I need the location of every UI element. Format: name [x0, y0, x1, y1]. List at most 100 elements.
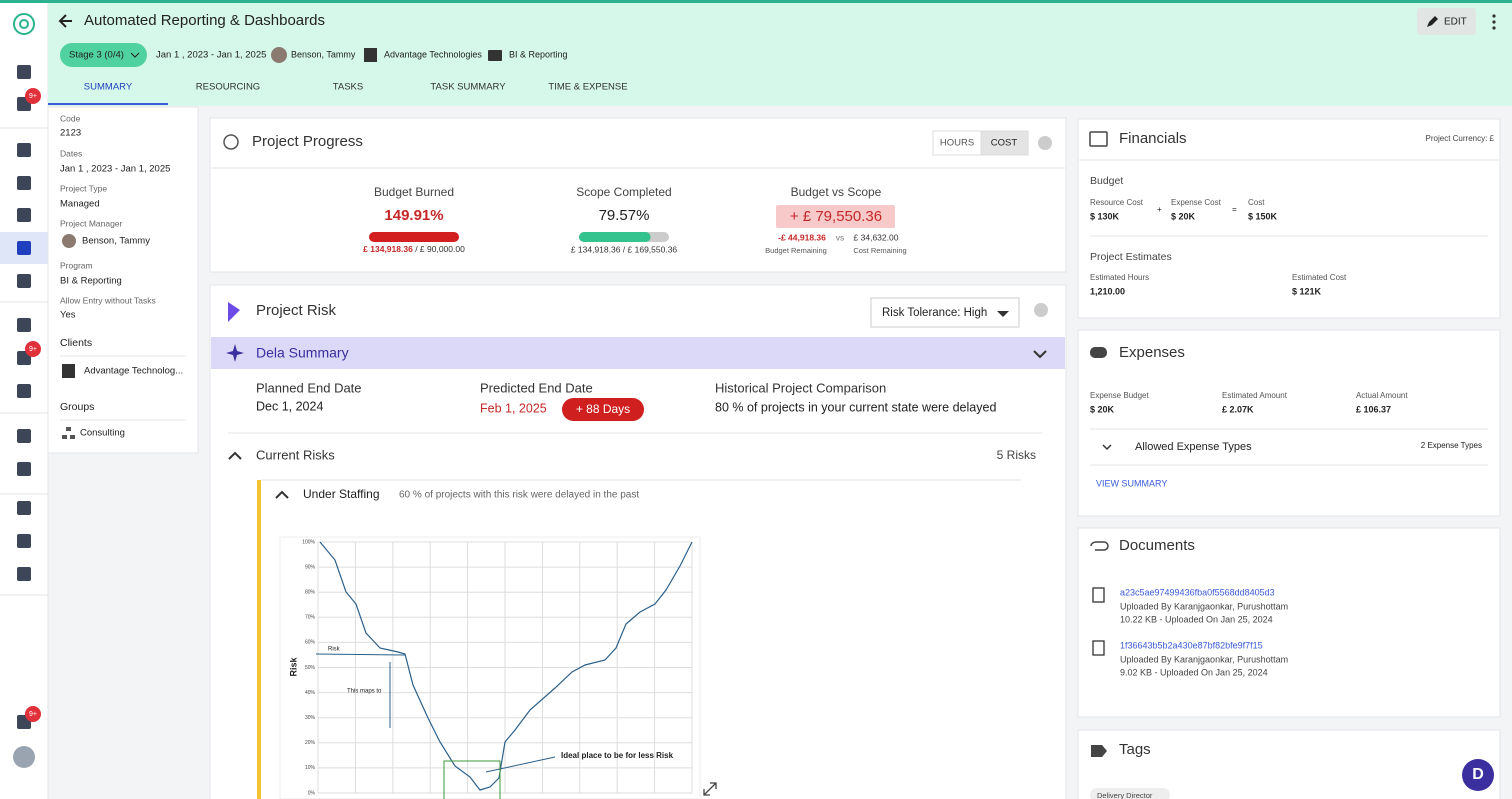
document-link[interactable]: a23c5ae97499436fba0f5568dd8405d3	[1120, 587, 1275, 597]
tags-icon	[1091, 745, 1107, 757]
dela-band[interactable]	[211, 337, 1065, 369]
toggle-cost[interactable]	[980, 130, 1029, 156]
dela-title: Dela Summary	[256, 345, 349, 361]
help-icon[interactable]	[1034, 303, 1048, 317]
detail-label: Dates	[60, 148, 82, 158]
label: Estimated Hours	[1090, 273, 1149, 282]
current-chevron[interactable]	[228, 451, 242, 460]
view-summary[interactable]: VIEW SUMMARY	[1096, 478, 1167, 488]
document-meta: 10.22 KB - Uploaded On Jan 25, 2024	[1120, 614, 1273, 624]
illustration-tick: 40%	[305, 690, 316, 696]
operator: =	[1232, 205, 1237, 214]
item-chevron[interactable]	[275, 490, 289, 499]
nav-icon[interactable]	[17, 384, 31, 398]
file-icon	[1092, 640, 1105, 656]
nav-icons	[0, 65, 48, 729]
edit-label: EDIT	[1444, 17, 1467, 28]
predicted: Feb 1, 2025	[480, 401, 547, 415]
tab[interactable]: TASK SUMMARY	[430, 82, 506, 93]
document-uploader: Uploaded By Karanjgaonkar, Purushottam	[1120, 601, 1288, 611]
progress-icon	[223, 134, 239, 150]
tab[interactable]: TIME & EXPENSE	[548, 82, 627, 93]
illustration-tick: 10%	[305, 765, 316, 771]
metric-detail: £ 134,918.36 / £ 169,550.36	[571, 244, 678, 254]
nav-icon[interactable]	[17, 176, 31, 190]
types-chevron[interactable]	[1102, 444, 1112, 451]
metric-label: Scope Completed	[576, 185, 671, 199]
client-icon	[62, 364, 75, 378]
nav-icon[interactable]	[17, 534, 31, 548]
currency: Project Currency: £	[1426, 134, 1495, 143]
tolerance-dropdown[interactable]	[870, 297, 1020, 328]
risk-title: Project Risk	[256, 302, 337, 319]
badge	[25, 341, 41, 357]
assistant-button[interactable]	[1462, 759, 1494, 791]
manager-avatar	[271, 47, 287, 63]
detail-value: Jan 1 , 2023 - Jan 1, 2025	[60, 164, 170, 175]
dela-chevron	[1033, 350, 1047, 359]
financials-card	[1077, 118, 1501, 319]
delay: + 88 Days	[576, 402, 630, 416]
client-item: Advantage Technolog...	[84, 366, 183, 377]
nav-icon[interactable]	[17, 501, 31, 515]
header-client: Advantage Technologies	[384, 49, 482, 59]
annotation: This maps to	[347, 689, 382, 695]
document-list: a23c5ae97499436fba0f5568dd8405d3 Uploaded…	[1092, 587, 1288, 677]
illustration-tick: 0%	[308, 790, 316, 796]
documents-icon	[1090, 541, 1109, 551]
stage: Stage 3 (0/4)	[69, 50, 124, 61]
nav-icon[interactable]	[17, 241, 31, 255]
value: $ 20K	[1171, 211, 1196, 221]
nav-icon[interactable]	[17, 208, 31, 222]
item-title: Under Staffing	[303, 487, 380, 501]
nav-icon[interactable]	[17, 429, 31, 443]
toggle-hours[interactable]	[932, 130, 982, 156]
tab[interactable]: SUMMARY	[84, 82, 133, 93]
group-icon	[62, 427, 75, 439]
nav-icon[interactable]	[17, 318, 31, 332]
history: 80 % of projects in your current state w…	[715, 400, 996, 414]
help-icon[interactable]	[1038, 136, 1052, 150]
edit-button[interactable]	[1417, 8, 1476, 35]
planned-label: Planned End Date	[256, 380, 362, 395]
expand-icon[interactable]	[703, 782, 717, 796]
back-button[interactable]	[58, 14, 72, 28]
nav-icon[interactable]	[17, 143, 31, 157]
financials-title: Financials	[1119, 130, 1187, 147]
detail-value: BI & Reporting	[60, 276, 122, 287]
badge	[25, 88, 41, 104]
label: Estimated Cost	[1292, 273, 1347, 282]
detail-label: Project Type	[60, 183, 107, 193]
nav-icon[interactable]	[17, 462, 31, 476]
vs: vs	[836, 232, 845, 242]
document-link[interactable]: 1f36643b5b2a430e87bf82bfe9f7f15	[1120, 640, 1263, 650]
details: Code 2123 Dates Jan 1 , 2023 - Jan 1, 2025 P…	[60, 113, 170, 320]
illustration-tick: 30%	[305, 715, 316, 721]
metric-detail: £ 134,918.36 / £ 90,000.00	[363, 244, 465, 254]
illustration-tick: 20%	[305, 740, 316, 746]
user-avatar[interactable]	[13, 746, 35, 768]
tab[interactable]: RESOURCING	[196, 82, 260, 93]
predicted-label: Predicted End Date	[480, 380, 593, 395]
more-menu[interactable]	[1492, 14, 1496, 30]
detail-label: Code	[60, 113, 81, 123]
group-item: Consulting	[80, 428, 125, 439]
tag: Delivery Director	[1097, 791, 1153, 799]
risk-illustration: Risk This maps to Ideal place to be for …	[279, 536, 701, 799]
nav-icon[interactable]	[17, 274, 31, 288]
document-uploader: Uploaded By Karanjgaonkar, Purushottam	[1120, 654, 1288, 664]
nav-icon[interactable]	[17, 65, 31, 79]
label: Expense Budget	[1090, 391, 1149, 400]
planned: Dec 1, 2024	[256, 399, 323, 413]
badge	[25, 706, 41, 722]
progress-card	[209, 117, 1067, 273]
details-panel	[47, 106, 199, 454]
detail-value: Benson, Tammy	[82, 236, 150, 247]
label: Estimated Amount	[1222, 391, 1288, 400]
documents-card	[1077, 527, 1501, 718]
nav-icon[interactable]	[17, 567, 31, 581]
tab[interactable]: TASKS	[333, 82, 363, 93]
badges: 9+ 9+ 9+	[25, 88, 41, 722]
stage-pill[interactable]	[60, 43, 147, 67]
